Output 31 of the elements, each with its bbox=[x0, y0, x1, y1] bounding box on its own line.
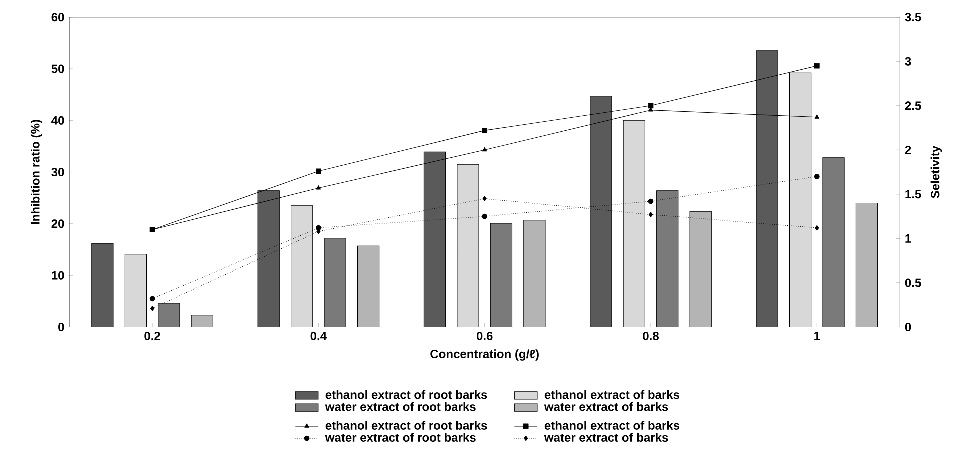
legend-label: ethanol extract of root barks bbox=[326, 390, 488, 400]
y-tick-label: 50 bbox=[52, 64, 64, 74]
x-tick-label: 0.4 bbox=[310, 332, 327, 340]
y2-tick-label: 3 bbox=[905, 57, 912, 66]
legend-label: ethanol extract of root barks bbox=[326, 421, 488, 430]
y2-tick-label: 2 bbox=[905, 146, 912, 154]
x-tick-label: 0.8 bbox=[643, 332, 659, 340]
legend-label: water extract of barks bbox=[544, 433, 668, 442]
legend-label: water extract of root barks bbox=[325, 433, 476, 442]
y2-axis-title: Seletivity bbox=[930, 146, 942, 198]
y-axis-title: Inhibition ratio (%) bbox=[30, 120, 42, 224]
legend-label: water extract of barks bbox=[544, 402, 668, 412]
y2-tick-label: 3.5 bbox=[905, 13, 922, 22]
legend-label: water extract of root barks bbox=[325, 402, 476, 412]
y2-tick-label: 2.5 bbox=[905, 102, 922, 110]
legend-label: ethanol extract of barks bbox=[544, 421, 680, 430]
y-tick-label: 0 bbox=[58, 322, 64, 332]
y-tick-label: 40 bbox=[52, 116, 64, 125]
x-tick-label: 0.6 bbox=[476, 332, 493, 340]
y2-tick-label: 1.5 bbox=[906, 190, 922, 199]
x-axis-title: Concentration (g/ℓ) bbox=[430, 350, 539, 361]
legend-label: ethanol extract of barks bbox=[544, 390, 680, 400]
x-tick-label: 1 bbox=[814, 332, 820, 340]
y2-tick-label: 1 bbox=[906, 234, 912, 243]
y-tick-label: 10 bbox=[52, 271, 64, 280]
x-tick-label: 0.2 bbox=[144, 332, 160, 340]
y-tick-label: 30 bbox=[52, 168, 64, 176]
y-tick-label: 60 bbox=[52, 13, 64, 22]
y-tick-label: 20 bbox=[52, 220, 64, 228]
y2-tick-label: 0.5 bbox=[905, 278, 922, 288]
y2-tick-label: 0 bbox=[905, 322, 912, 332]
